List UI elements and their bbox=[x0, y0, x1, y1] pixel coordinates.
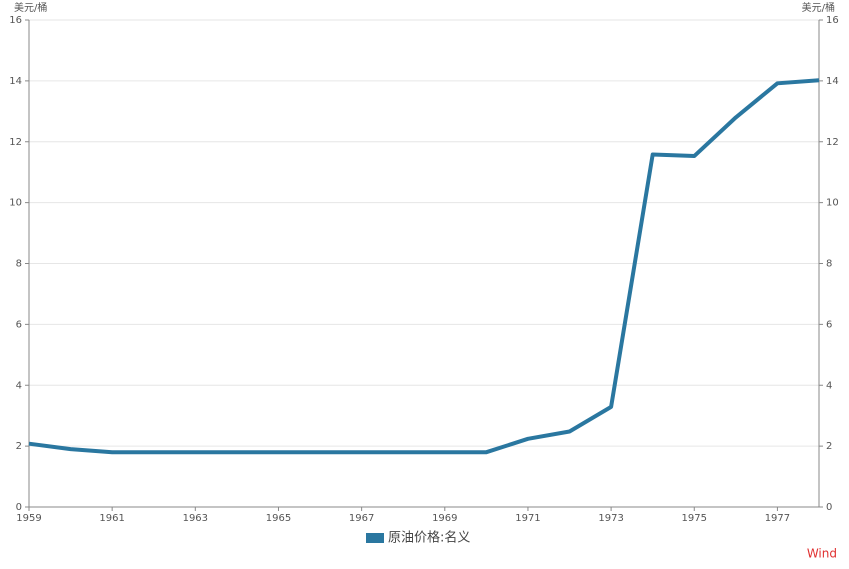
x-tick-label: 1959 bbox=[16, 513, 41, 524]
source: Wind bbox=[807, 547, 837, 561]
y2-tick-label: 16 bbox=[826, 15, 839, 26]
y-axis-title: 美元/桶 bbox=[14, 1, 47, 14]
y2-tick-label: 6 bbox=[826, 319, 832, 330]
y-tick-label: 10 bbox=[9, 198, 22, 209]
y2-tick-label: 2 bbox=[826, 441, 832, 452]
y-tick-label: 8 bbox=[16, 259, 22, 270]
y2-tick-label: 0 bbox=[826, 502, 832, 513]
line bbox=[28, 78, 820, 455]
y2-tick-label: 4 bbox=[826, 380, 832, 391]
y2-tick-label: 12 bbox=[826, 137, 839, 148]
y2-tick-label: 8 bbox=[826, 259, 832, 270]
legend-swatch bbox=[366, 533, 384, 543]
y-tick-label: 12 bbox=[9, 137, 22, 148]
x-tick-label: 1975 bbox=[682, 513, 707, 524]
x-tick-label: 1977 bbox=[765, 513, 790, 524]
y-tick-label: 0 bbox=[16, 502, 22, 513]
x-tick-label: 1961 bbox=[99, 513, 124, 524]
legend-label: 原油价格:名义 bbox=[388, 530, 470, 546]
y2-tick-label: 10 bbox=[826, 198, 839, 209]
x-tick-label: 1973 bbox=[598, 513, 623, 524]
x-tick-label: 1963 bbox=[183, 513, 208, 524]
x-tick-label: 1971 bbox=[515, 513, 540, 524]
y-tick-label: 6 bbox=[16, 319, 22, 330]
y-tick-label: 14 bbox=[9, 76, 22, 87]
y-tick-label: 16 bbox=[9, 15, 22, 26]
y2-tick-label: 14 bbox=[826, 76, 839, 87]
x-tick-label: 1965 bbox=[266, 513, 291, 524]
y-tick-label: 4 bbox=[16, 380, 22, 391]
y2-axis-title: 美元/桶 bbox=[802, 1, 835, 14]
x-tick-label: 1969 bbox=[432, 513, 457, 524]
y-tick-label: 2 bbox=[16, 441, 22, 452]
x-tick-label: 1967 bbox=[349, 513, 374, 524]
